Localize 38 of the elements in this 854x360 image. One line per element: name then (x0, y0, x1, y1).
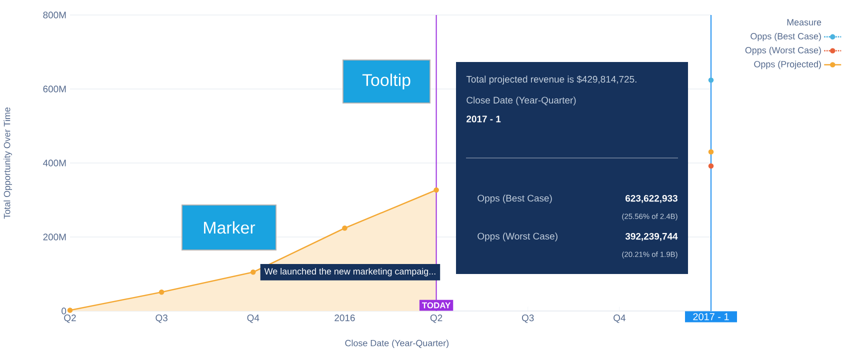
point (434, 187, 439, 193)
annotation: Close Date (Year-Quarter) (466, 96, 576, 106)
y-tick-label: 400M (43, 160, 66, 166)
x-tick-label: Q3 (522, 314, 534, 323)
point (708, 163, 714, 169)
ref-line-label: TODAY (422, 302, 451, 308)
point (708, 77, 714, 83)
annotation: Total projected revenue is $429,814,725. (466, 76, 636, 84)
x-tick-label: Q2 (430, 314, 442, 323)
legend-title: Measure (787, 19, 822, 26)
legend-label: Opps (Projected) (754, 60, 821, 70)
y-tick-label: 800M (43, 12, 66, 18)
point (250, 270, 256, 275)
x-tick-label: Q3 (156, 314, 168, 323)
y-tick-label: 200M (43, 234, 66, 240)
x-tick-label: 2016 (334, 314, 355, 322)
annotation: Opps (Best Case) (478, 194, 552, 204)
x-axis-title: Close Date (Year-Quarter) (345, 340, 449, 348)
annotation: Marker (204, 221, 256, 234)
legend-label: Opps (Worst Case) (745, 46, 821, 56)
x-tick-label: Q4 (247, 314, 260, 323)
annotation: We launched the new marketing campaig... (264, 268, 436, 276)
ref-line-label: 2017 - 1 (693, 313, 729, 320)
annotation: Opps (Worst Case) (478, 232, 558, 242)
annotation: Tooltip (362, 74, 410, 90)
y-tick-label: 600M (43, 86, 66, 92)
legend-label: Opps (Best Case) (750, 32, 821, 42)
y-tick-label: 0 (62, 308, 66, 314)
annotation: 392,239,744 (625, 232, 678, 242)
point (158, 289, 164, 295)
y-axis-title: Total Opportunity Over Time (4, 108, 12, 219)
annotation: 623,622,933 (626, 194, 678, 204)
x-tick-label: Q2 (64, 314, 76, 323)
point (708, 149, 714, 155)
point (67, 308, 73, 313)
x-tick-label: Q4 (614, 314, 626, 323)
annotation: 2017 - 1 (466, 116, 501, 122)
point (342, 225, 348, 231)
